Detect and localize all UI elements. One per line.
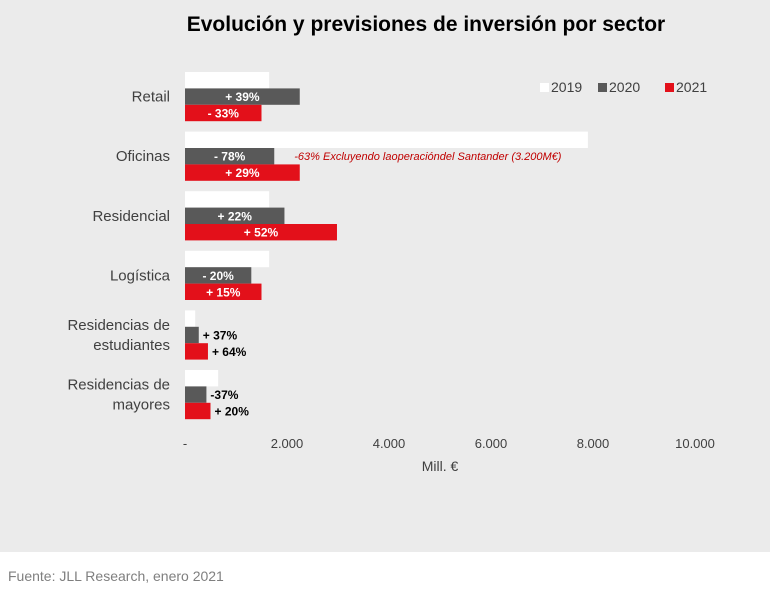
bar-2019-logistica xyxy=(185,250,270,268)
bar-2020-logistica xyxy=(185,267,252,284)
data-label-2020-residencial: + 22% xyxy=(218,209,253,223)
legend-label-2020: 2020 xyxy=(609,79,640,95)
x-tick-label-10-000: 10.000 xyxy=(675,436,715,451)
bar-2019-residencial xyxy=(185,191,270,208)
x-tick-label-4-000: 4.000 xyxy=(373,436,406,451)
bar-2021-residencias-de-estudiantes xyxy=(185,343,208,360)
bar-2021-oficinas xyxy=(185,164,300,181)
legend-label-2021: 2021 xyxy=(676,79,707,95)
category-labels: Retail Oficinas Residencial Logística Reside… xyxy=(67,89,170,414)
bar-2021-residencial xyxy=(185,224,337,241)
source-note: Fuente: JLL Research, enero 2021 xyxy=(8,568,224,584)
data-label-2020-residencias-de-estudiantes: + 37% xyxy=(203,329,238,343)
data-label-2021-residencias-de-estudiantes: + 64% xyxy=(212,345,247,359)
bar-2021-retail xyxy=(185,104,262,122)
bar-2019-residencias-de-mayores xyxy=(185,370,219,387)
bar-2020-retail xyxy=(185,88,300,105)
category-label-residencial: Residencial xyxy=(92,208,170,225)
x-tick-label-8-000: 8.000 xyxy=(577,436,610,451)
annotation-oficinas: -63% Excluyendo laoperacióndel Santander… xyxy=(294,151,562,163)
x-axis: - 2.000 4.000 6.000 8.000 10.000 xyxy=(183,436,715,451)
category-label-logistica: Logística xyxy=(110,267,171,284)
category-label-retail: Retail xyxy=(132,89,170,106)
bars-group: + 39% - 33% - 78% + 29% -63% Excluyendo laop… xyxy=(185,72,588,420)
category-label-residencias-de-mayores: Residencias de mayores xyxy=(67,377,170,414)
legend: 2019 2020 2021 xyxy=(540,79,707,95)
bar-2020-residencias-de-estudiantes xyxy=(185,326,199,344)
x-axis-label: Mill. € xyxy=(422,458,459,474)
bar-2019-residencias-de-estudiantes xyxy=(185,310,196,327)
bar-2021-residencias-de-mayores xyxy=(185,402,211,420)
data-label-2021-logistica: + 15% xyxy=(206,285,241,299)
data-label-2020-oficinas: - 78% xyxy=(214,150,246,164)
x-tick-label-2-000: 2.000 xyxy=(271,436,304,451)
bar-2020-oficinas xyxy=(185,148,275,165)
legend-swatch-2019 xyxy=(540,83,549,92)
data-label-2020-logistica: - 20% xyxy=(202,269,234,283)
category-label-residencias-de-estudiantes: Residencias de estudiantes xyxy=(67,317,170,354)
data-label-2021-oficinas: + 29% xyxy=(225,166,260,180)
bar-2020-residencial xyxy=(185,207,285,224)
bar-2020-residencias-de-mayores xyxy=(185,386,207,403)
legend-swatch-2020 xyxy=(598,83,607,92)
data-label-2020-residencias-de-mayores: -37% xyxy=(210,388,238,402)
x-tick-label-: - xyxy=(183,436,187,451)
data-label-2020-retail: + 39% xyxy=(225,90,260,104)
chart-title: Evolución y previsiones de inversión por… xyxy=(187,13,665,36)
category-label-oficinas: Oficinas xyxy=(116,148,170,165)
data-label-2021-retail: - 33% xyxy=(208,107,240,121)
x-tick-label-6-000: 6.000 xyxy=(475,436,508,451)
bar-2019-retail xyxy=(185,72,270,89)
data-label-2021-residencias-de-mayores: + 20% xyxy=(215,405,250,419)
data-label-2021-residencial: + 52% xyxy=(244,226,279,240)
chart-panel: Evolución y previsiones de inversión por… xyxy=(0,0,770,552)
bar-2021-logistica xyxy=(185,283,262,300)
bar-2019-oficinas xyxy=(185,131,588,148)
legend-swatch-2021 xyxy=(665,83,674,92)
legend-label-2019: 2019 xyxy=(551,79,582,95)
bar-chart: Evolución y previsiones de inversión por… xyxy=(67,13,715,474)
